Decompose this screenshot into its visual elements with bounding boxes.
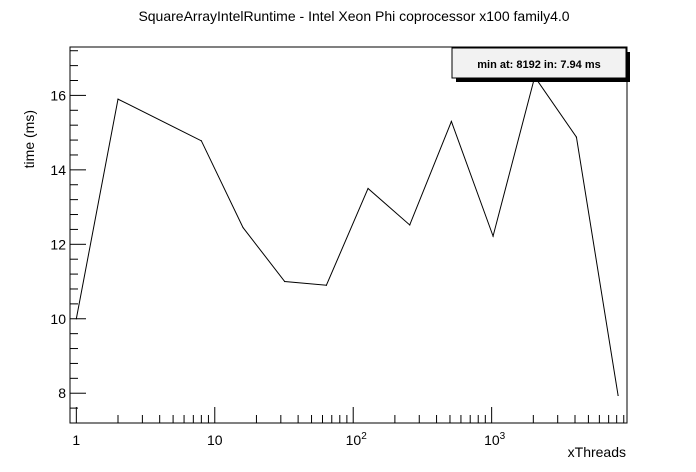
- x-tick-label-exponent: 3: [500, 431, 506, 442]
- y-tick-label: 8: [58, 385, 66, 401]
- x-tick-label-exponent: 2: [361, 431, 367, 442]
- y-tick-label: 14: [50, 162, 66, 178]
- x-tick-label: 1: [72, 432, 80, 448]
- data-point: [367, 187, 369, 190]
- x-tick-label: 10: [207, 432, 223, 448]
- x-tick-label-base: 10: [207, 432, 223, 448]
- x-tick-label: 103: [484, 431, 506, 448]
- stats-box-label: min at: 8192 in: 7.94 ms: [477, 59, 601, 71]
- data-point: [75, 318, 77, 320]
- data-point: [575, 136, 578, 138]
- data-point: [325, 284, 327, 286]
- x-axis-tick-labels: 1 10 102 103: [72, 431, 505, 448]
- data-point: [617, 394, 619, 397]
- chart-title: SquareArrayIntelRuntime - Intel Xeon Phi…: [138, 8, 569, 24]
- data-point: [492, 235, 494, 237]
- x-tick-label-base: 10: [346, 432, 362, 448]
- x-tick-label-base: 1: [72, 432, 80, 448]
- data-point: [200, 140, 202, 142]
- data-point: [242, 226, 244, 229]
- x-tick-label: 102: [346, 431, 368, 448]
- x-tick-label-base: 10: [484, 432, 500, 448]
- data-point: [409, 224, 411, 226]
- y-tick-label: 10: [50, 311, 66, 327]
- stats-box-background: [451, 47, 627, 79]
- y-axis-title: time (ms): [21, 110, 37, 168]
- x-axis-ticks: [75, 407, 625, 423]
- x-axis-title: xThreads: [568, 444, 626, 460]
- plot-frame: [69, 46, 628, 424]
- data-point: [284, 280, 286, 283]
- stats-box: min at: 8192 in: 7.94 ms: [451, 47, 630, 82]
- y-axis-tick-labels: 8 10 12 14 16: [50, 87, 66, 401]
- y-tick-label: 12: [50, 236, 66, 252]
- data-point: [117, 98, 119, 100]
- data-point: [450, 120, 452, 123]
- y-tick-label: 16: [50, 87, 66, 103]
